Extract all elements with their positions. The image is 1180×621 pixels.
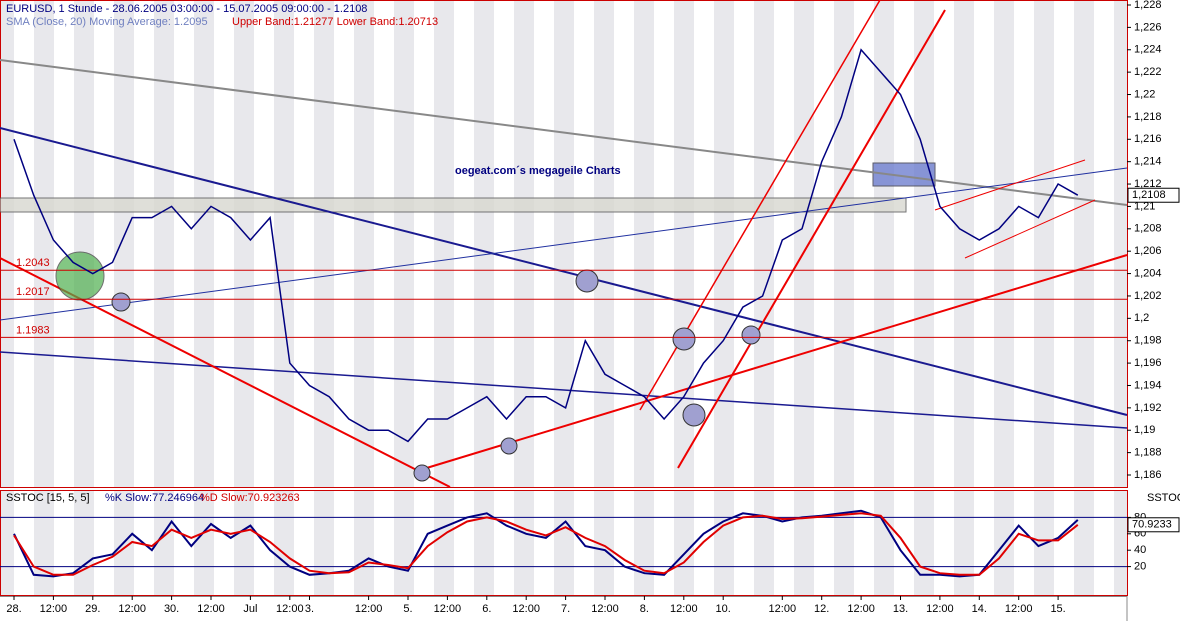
y-tick-label: 1,214 (1134, 156, 1162, 168)
series-line (13, 509, 1079, 578)
x-tick-label: 12:00 (670, 603, 698, 615)
x-tick-label: Jul (243, 603, 257, 615)
y-tick-label: 1,21 (1134, 200, 1155, 212)
y-tick-label: 1,204 (1134, 267, 1162, 279)
chart-subtitle: SMA (Close, 20) Moving Average: 1.2095 (6, 16, 208, 28)
x-tick-label: 28. (6, 603, 21, 615)
y-tick-label: 1,206 (1134, 245, 1162, 257)
stoch-panel-border (0, 490, 1128, 596)
x-tick-label: 10. (716, 603, 731, 615)
trend-lines (0, 0, 1128, 488)
x-tick-label: 5. (403, 603, 412, 615)
y-tick-label: 1,222 (1134, 66, 1162, 78)
y-tick-label: 1,226 (1134, 21, 1162, 33)
price-panel-border (0, 0, 1128, 488)
level-label: 1.2017 (16, 286, 50, 298)
x-tick-label: 12:00 (434, 603, 462, 615)
x-tick-label: 3. (305, 603, 314, 615)
x-tick-label: 12:00 (276, 603, 304, 615)
last-value-label: 70.9233 (1132, 519, 1172, 531)
y-tick-label: 1,194 (1134, 379, 1162, 391)
annotation: oegeat.com´s megageile Charts (455, 165, 621, 177)
x-tick-label: 6. (482, 603, 491, 615)
last-value-box (1127, 517, 1180, 533)
level-label: 1.1983 (16, 324, 50, 336)
x-tick-label: 12:00 (591, 603, 619, 615)
last-value-box (1127, 187, 1180, 203)
x-tick-label: 12:00 (197, 603, 225, 615)
stoch-k-label: %K Slow:77.246964 (105, 492, 204, 504)
y-tick-label: 1,202 (1134, 290, 1162, 302)
x-tick-label: 30. (164, 603, 179, 615)
y-tick-label: 1,216 (1134, 133, 1162, 145)
x-tick-label: 12:00 (769, 603, 797, 615)
series-line (13, 512, 1079, 576)
stoch-panel-bg (0, 490, 1127, 595)
x-tick-label: 12:00 (1005, 603, 1033, 615)
y-tick-label: 1,212 (1134, 178, 1162, 190)
y-tick-label: 1,196 (1134, 357, 1162, 369)
y-tick-label: 1,19 (1134, 424, 1155, 436)
x-tick-label: 12:00 (847, 603, 875, 615)
x-tick-label: 12:00 (118, 603, 146, 615)
x-tick-label: 29. (85, 603, 100, 615)
y-tick-label: 1,2 (1134, 312, 1149, 324)
x-tick-label: 12:00 (512, 603, 540, 615)
x-tick-label: 7. (561, 603, 570, 615)
y-tick-label: 1,192 (1134, 402, 1162, 414)
last-value-label: 1,2108 (1132, 189, 1166, 201)
bands-label: Upper Band:1.21277 Lower Band:1.20713 (232, 16, 438, 28)
x-tick-label: 12:00 (355, 603, 383, 615)
y-tick-label: 1,22 (1134, 88, 1155, 100)
x-tick-label: 8. (640, 603, 649, 615)
y-tick-label: 1,218 (1134, 111, 1162, 123)
x-tick-label: 12. (814, 603, 829, 615)
stoch-title: SSTOC [15, 5, 5] (6, 492, 90, 504)
y-tick-label: 1,228 (1134, 0, 1162, 11)
y-tick-label: 1,198 (1134, 335, 1162, 347)
stoch-corner-label: SSTOC (1147, 492, 1180, 504)
y-tick-label: 1,224 (1134, 44, 1162, 56)
stoch-d-label: %D Slow:70.923263 (200, 492, 300, 504)
x-tick-label: 14. (972, 603, 987, 615)
y-tick-label: 1,186 (1134, 469, 1162, 481)
level-label: 1.2043 (16, 257, 50, 269)
x-tick-label: 12:00 (926, 603, 954, 615)
x-tick-label: 12:00 (40, 603, 68, 615)
y-tick-label: 1,208 (1134, 223, 1162, 235)
x-tick-label: 13. (893, 603, 908, 615)
y-tick-label: 20 (1134, 561, 1146, 573)
chart-title: EURUSD, 1 Stunde - 28.06.2005 03:00:00 -… (6, 3, 367, 15)
x-tick-label: 15. (1050, 603, 1065, 615)
y-tick-label: 1,188 (1134, 447, 1162, 459)
y-tick-label: 40 (1134, 544, 1146, 556)
series-line (13, 48, 1079, 443)
